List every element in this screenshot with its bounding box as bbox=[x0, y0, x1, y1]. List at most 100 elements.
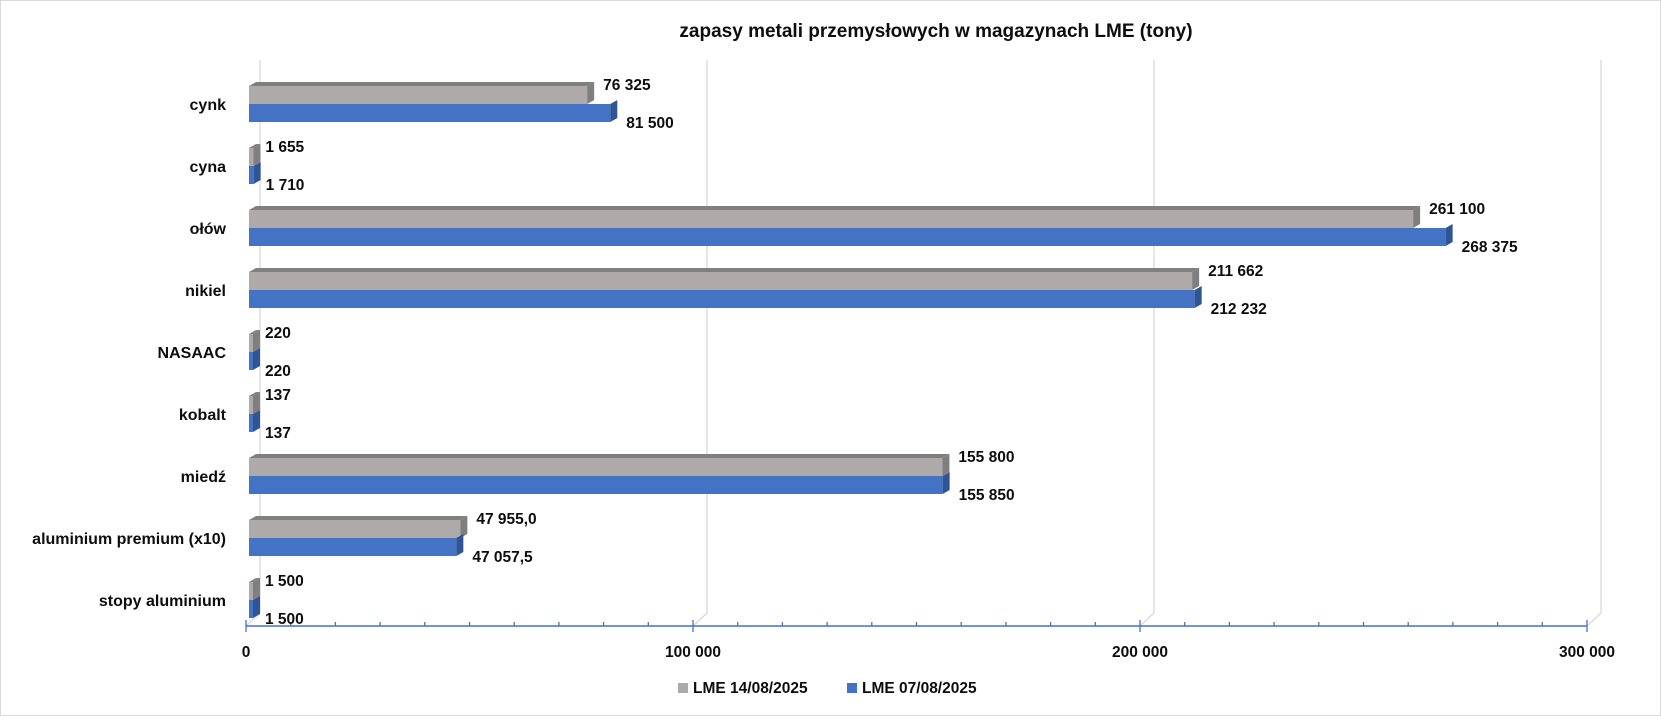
bar-side-face bbox=[253, 578, 260, 600]
bar-front-face bbox=[249, 290, 1195, 308]
data-label: 137 bbox=[265, 387, 291, 404]
data-labels: 76 325 81 500 1 655 1 710 261 100 268 375 211 … bbox=[265, 77, 1518, 628]
category-label: aluminium premium (x10) bbox=[32, 531, 226, 548]
bar-top-face bbox=[249, 268, 1200, 272]
bar-front-face bbox=[249, 228, 1446, 246]
bar-1 bbox=[249, 472, 950, 494]
bar-0 bbox=[249, 268, 1200, 290]
bar-front-face bbox=[249, 600, 253, 618]
data-label: 211 662 bbox=[1208, 263, 1263, 280]
bar-0 bbox=[249, 578, 260, 600]
bar-side-face bbox=[253, 410, 260, 432]
bar-front-face bbox=[249, 538, 457, 556]
bar-1 bbox=[249, 534, 464, 556]
bar-side-face bbox=[253, 144, 261, 166]
bar-top-face bbox=[249, 206, 1421, 210]
data-label: 47 057,5 bbox=[472, 549, 533, 566]
category-label: NASAAC bbox=[158, 345, 227, 362]
bar-side-face bbox=[1413, 206, 1421, 228]
bar-front-face bbox=[249, 104, 611, 122]
bar-top-face bbox=[249, 330, 260, 334]
bar-side-face bbox=[460, 516, 468, 538]
data-label: 1 655 bbox=[265, 139, 304, 156]
bar-0 bbox=[249, 454, 950, 476]
bar-front-face bbox=[249, 352, 253, 370]
data-label: 220 bbox=[265, 363, 291, 380]
bar-front-face bbox=[249, 458, 943, 476]
data-label: 261 100 bbox=[1429, 201, 1485, 218]
legend-swatch-0 bbox=[678, 683, 688, 693]
category-label: miedź bbox=[181, 469, 226, 486]
bar-front-face bbox=[249, 414, 253, 432]
bar-front-face bbox=[249, 396, 253, 414]
data-label: 220 bbox=[265, 325, 291, 342]
bar-side-face bbox=[1194, 286, 1202, 308]
bar-front-face bbox=[249, 476, 943, 494]
bar-front-face bbox=[249, 334, 253, 352]
bar-0 bbox=[249, 330, 260, 352]
bar-front-face bbox=[249, 166, 254, 184]
bar-top-face bbox=[249, 144, 261, 148]
bar-side-face bbox=[253, 596, 260, 618]
data-label: 81 500 bbox=[626, 115, 673, 132]
bar-front-face bbox=[249, 86, 588, 104]
data-label: 155 850 bbox=[959, 487, 1015, 504]
data-label: 155 800 bbox=[958, 449, 1014, 466]
bar-0 bbox=[249, 144, 261, 166]
bars bbox=[249, 82, 1453, 618]
x-tick-label: 0 bbox=[242, 644, 251, 661]
gridline-depth bbox=[1139, 612, 1155, 627]
bar-side-face bbox=[253, 162, 261, 184]
bar-side-face bbox=[253, 348, 260, 370]
gridline-depth bbox=[692, 612, 708, 627]
bar-1 bbox=[249, 162, 261, 184]
category-label: nikiel bbox=[185, 283, 226, 300]
legend-label-0: LME 14/08/2025 bbox=[693, 680, 808, 697]
data-label: 1 710 bbox=[266, 177, 305, 194]
bar-side-face bbox=[942, 454, 950, 476]
legend-label-1: LME 07/08/2025 bbox=[862, 680, 977, 697]
legend: LME 14/08/2025 LME 07/08/2025 bbox=[678, 680, 977, 697]
bar-0 bbox=[249, 82, 595, 104]
bar-side-face bbox=[942, 472, 950, 494]
gridline-depth bbox=[1586, 612, 1602, 627]
data-label: 212 232 bbox=[1211, 301, 1267, 318]
x-axis: 0 100 000 200 000 300 000 bbox=[242, 620, 1615, 661]
bar-front-face bbox=[249, 520, 461, 538]
bar-top-face bbox=[249, 392, 260, 396]
bar-1 bbox=[249, 348, 260, 370]
category-labels: cynk cyna ołów nikiel NASAAC kobalt miedź alumi… bbox=[32, 97, 226, 610]
category-label: cynk bbox=[190, 97, 227, 114]
bar-side-face bbox=[587, 82, 595, 104]
bar-1 bbox=[249, 286, 1202, 308]
bar-top-face bbox=[249, 454, 950, 458]
x-tick-label: 200 000 bbox=[1112, 644, 1168, 661]
bar-0 bbox=[249, 206, 1421, 228]
bar-front-face bbox=[249, 582, 253, 600]
data-label: 268 375 bbox=[1462, 239, 1518, 256]
bar-1 bbox=[249, 410, 260, 432]
bar-side-face bbox=[253, 392, 260, 414]
bar-1 bbox=[249, 224, 1453, 246]
data-label: 1 500 bbox=[265, 611, 304, 628]
bar-front-face bbox=[249, 148, 254, 166]
bar-top-face bbox=[249, 516, 468, 520]
data-label: 76 325 bbox=[603, 77, 651, 94]
category-label: stopy aluminium bbox=[99, 593, 226, 610]
bar-0 bbox=[249, 516, 468, 538]
bar-side-face bbox=[610, 100, 618, 122]
bar-front-face bbox=[249, 272, 1193, 290]
bar-0 bbox=[249, 392, 260, 414]
bar-top-face bbox=[249, 578, 260, 582]
bar-1 bbox=[249, 100, 618, 122]
legend-swatch-1 bbox=[847, 683, 857, 693]
data-label: 137 bbox=[265, 425, 291, 442]
category-label: kobalt bbox=[179, 407, 227, 424]
category-label: ołów bbox=[190, 221, 227, 238]
x-tick-label: 300 000 bbox=[1559, 644, 1615, 661]
bar-side-face bbox=[1192, 268, 1200, 290]
data-label: 47 955,0 bbox=[476, 511, 536, 528]
data-label: 1 500 bbox=[265, 573, 304, 590]
